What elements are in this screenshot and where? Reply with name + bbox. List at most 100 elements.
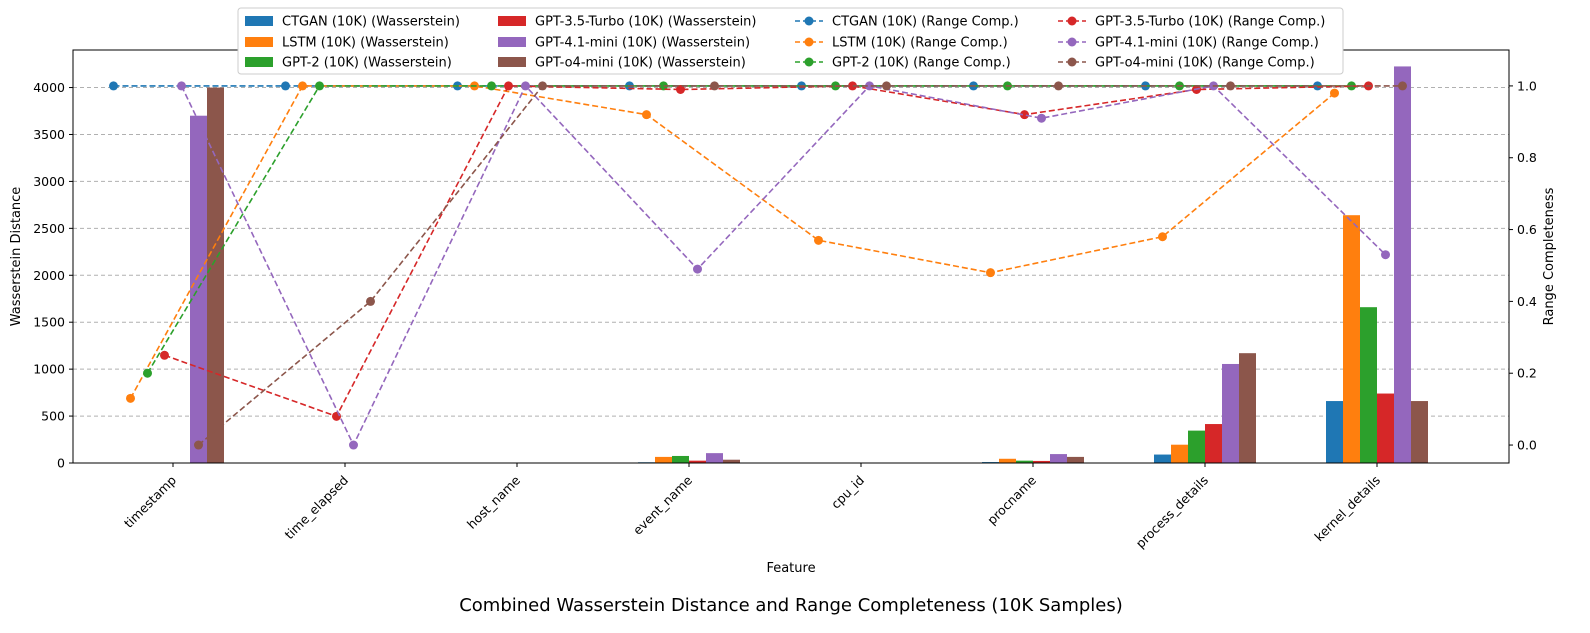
bar xyxy=(1377,393,1394,463)
bar xyxy=(1343,215,1360,463)
legend-marker xyxy=(804,37,814,47)
bar xyxy=(706,453,723,463)
legend-swatch xyxy=(245,37,273,47)
bar xyxy=(1205,424,1222,463)
y-tick-label-right: 1.0 xyxy=(1517,78,1537,93)
series-point xyxy=(1226,81,1235,91)
y-tick-label-right: 0.4 xyxy=(1517,294,1537,309)
legend-label: GPT-2 (10K) (Wasserstein) xyxy=(282,56,452,71)
series-point xyxy=(160,350,169,360)
bar xyxy=(1154,454,1171,463)
series-point xyxy=(676,85,685,95)
bar xyxy=(1067,456,1084,463)
series-point xyxy=(521,81,530,91)
series-point xyxy=(986,268,995,278)
series-point xyxy=(710,81,719,91)
legend-label: GPT-2 (10K) (Range Comp.) xyxy=(832,56,1011,71)
bar xyxy=(999,458,1016,463)
series-point xyxy=(194,440,203,450)
legend: CTGAN (10K) (Wasserstein) LSTM (10K) (Was… xyxy=(237,7,1344,75)
y-tick-label-left: 500 xyxy=(41,409,65,424)
series-point xyxy=(1054,81,1063,91)
bar xyxy=(1016,460,1033,463)
legend-swatch xyxy=(245,57,273,67)
series-point xyxy=(126,393,135,403)
legend-swatch xyxy=(245,16,273,26)
series-point xyxy=(143,368,152,378)
bar xyxy=(1239,353,1256,463)
series-point xyxy=(882,81,891,91)
legend-label: CTGAN (10K) (Wasserstein) xyxy=(282,15,460,30)
y-tick-label-left: 2000 xyxy=(33,268,65,283)
legend-label: CTGAN (10K) (Range Comp.) xyxy=(832,15,1019,30)
x-tick-label: process_details xyxy=(1133,473,1211,551)
legend-label: GPT-4.1-mini (10K) (Range Comp.) xyxy=(1095,36,1319,51)
y-axis-label-left: Wasserstein Distance xyxy=(9,187,24,327)
x-tick-label: timestamp xyxy=(121,472,179,530)
legend-label: GPT-o4-mini (10K) (Wasserstein) xyxy=(535,56,746,71)
series-point xyxy=(298,81,307,91)
series-point xyxy=(814,235,823,245)
legend-marker xyxy=(1067,57,1077,67)
series-line xyxy=(164,85,1369,418)
series-line xyxy=(146,85,1352,374)
series-point xyxy=(504,81,513,91)
bar xyxy=(1050,454,1067,463)
series-point xyxy=(1398,81,1407,91)
series-point xyxy=(315,81,324,91)
series-point xyxy=(538,81,547,91)
y-tick-label-right: 0.0 xyxy=(1517,438,1537,453)
series-point xyxy=(1381,250,1390,260)
bar xyxy=(190,115,207,464)
x-axis-label: Feature xyxy=(766,561,815,576)
bar xyxy=(723,459,740,463)
bar xyxy=(655,456,672,463)
bar xyxy=(689,460,706,463)
legend-marker xyxy=(804,57,814,67)
series-line xyxy=(197,85,1403,446)
series-point xyxy=(865,81,874,91)
bar xyxy=(672,455,689,463)
series-point xyxy=(177,81,186,91)
x-tick-label: time_elapsed xyxy=(282,473,352,543)
bar xyxy=(1171,444,1188,463)
series-point xyxy=(281,81,290,91)
bar xyxy=(1360,307,1377,463)
legend-label: GPT-3.5-Turbo (10K) (Range Comp.) xyxy=(1095,15,1325,30)
x-tick-label: host_name xyxy=(464,472,523,531)
chart-title: Combined Wasserstein Distance and Range … xyxy=(459,595,1123,616)
series-point xyxy=(332,411,341,421)
legend-marker xyxy=(1067,16,1077,26)
x-tick-label: cpu_id xyxy=(828,473,867,512)
series-point xyxy=(366,296,375,306)
series-point xyxy=(848,81,857,91)
legend-label: LSTM (10K) (Range Comp.) xyxy=(832,36,1008,51)
legend-label: GPT-o4-mini (10K) (Range Comp.) xyxy=(1095,56,1315,71)
series-point xyxy=(693,264,702,274)
y-tick-label-left: 3500 xyxy=(33,127,65,142)
y-tick-label-left: 4000 xyxy=(33,80,65,95)
bar xyxy=(1033,460,1050,463)
bar xyxy=(1188,430,1205,463)
legend-marker xyxy=(804,16,814,26)
series-line xyxy=(129,85,1336,399)
y-tick-label-right: 0.6 xyxy=(1517,222,1537,237)
series-point xyxy=(1330,88,1339,98)
series-point xyxy=(1020,110,1029,120)
y-tick-label-right: 0.8 xyxy=(1517,150,1537,165)
series-point xyxy=(1037,113,1046,123)
legend-label: LSTM (10K) (Wasserstein) xyxy=(282,36,449,51)
bar xyxy=(1411,401,1428,463)
legend-swatch xyxy=(498,57,526,67)
bar xyxy=(1222,363,1239,463)
x-tick-label: event_name xyxy=(630,472,695,537)
series-line xyxy=(180,84,1387,447)
y-tick-label-right: 0.2 xyxy=(1517,366,1537,381)
x-tick-label: procname xyxy=(984,472,1039,527)
line-layer xyxy=(109,81,1407,450)
legend-swatch xyxy=(498,16,526,26)
y-tick-label-left: 1500 xyxy=(33,315,65,330)
series-point xyxy=(1158,232,1167,242)
bar xyxy=(207,87,224,463)
series-point xyxy=(487,81,496,91)
